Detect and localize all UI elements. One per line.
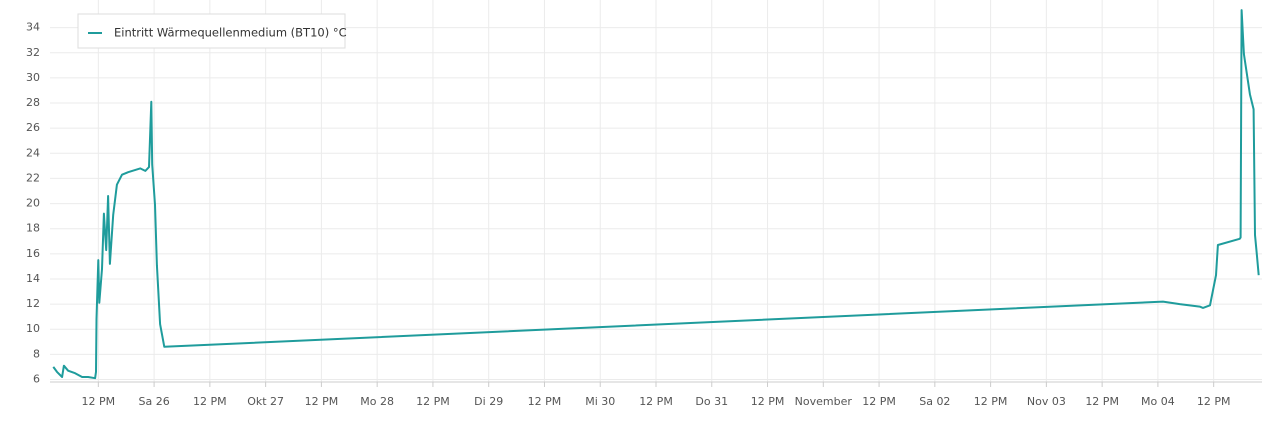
x-tick-label: 12 PM: [193, 395, 227, 408]
x-tick-label: 12 PM: [528, 395, 562, 408]
grid: 6 8 10 12 14 16 18 20 22 24 26 28 30 32 34 12 PM Sa 26 12…: [26, 0, 1262, 408]
x-tick-label: Sa 26: [138, 395, 169, 408]
x-tick-label: Okt 27: [247, 395, 284, 408]
x-tick-label: Mo 04: [1141, 395, 1175, 408]
x-tick-label: 12 PM: [974, 395, 1008, 408]
legend-label: Eintritt Wärmequellenmedium (BT10) °C: [114, 26, 347, 40]
x-tick-label: 12 PM: [1085, 395, 1119, 408]
y-tick-label: 30: [26, 71, 40, 84]
y-tick-label: 6: [33, 372, 40, 385]
y-tick-label: 16: [26, 247, 40, 260]
data-line: [52, 9, 1260, 380]
x-tick-label: 12 PM: [416, 395, 450, 408]
x-tick-label: 12 PM: [1197, 395, 1231, 408]
x-tick-label: November: [795, 395, 853, 408]
x-tick-label: Mo 28: [360, 395, 394, 408]
y-tick-label: 28: [26, 96, 40, 109]
x-tick-label: Nov 03: [1027, 395, 1066, 408]
y-tick-label: 22: [26, 171, 40, 184]
y-tick-label: 14: [26, 272, 40, 285]
x-tick-label: Mi 30: [585, 395, 615, 408]
y-tick-label: 18: [26, 222, 40, 235]
y-tick-label: 34: [26, 21, 40, 34]
x-tick-label: 12 PM: [305, 395, 339, 408]
x-tick-label: Di 29: [474, 395, 503, 408]
y-tick-label: 8: [33, 347, 40, 360]
y-tick-label: 20: [26, 197, 40, 210]
legend-box: [77, 13, 346, 49]
y-tick-label: 12: [26, 297, 40, 310]
plot: [52, 9, 1260, 380]
y-tick-label: 26: [26, 121, 40, 134]
x-tick-label: 12 PM: [639, 395, 673, 408]
x-tick-label: 12 PM: [862, 395, 896, 408]
x-tick-label: 12 PM: [82, 395, 116, 408]
y-tick-label: 32: [26, 46, 40, 59]
y-tick-label: 10: [26, 322, 40, 335]
x-tick-label: Do 31: [695, 395, 728, 408]
x-tick-label: 12 PM: [751, 395, 785, 408]
x-tick-label: Sa 02: [919, 395, 950, 408]
y-tick-label: 24: [26, 146, 40, 159]
